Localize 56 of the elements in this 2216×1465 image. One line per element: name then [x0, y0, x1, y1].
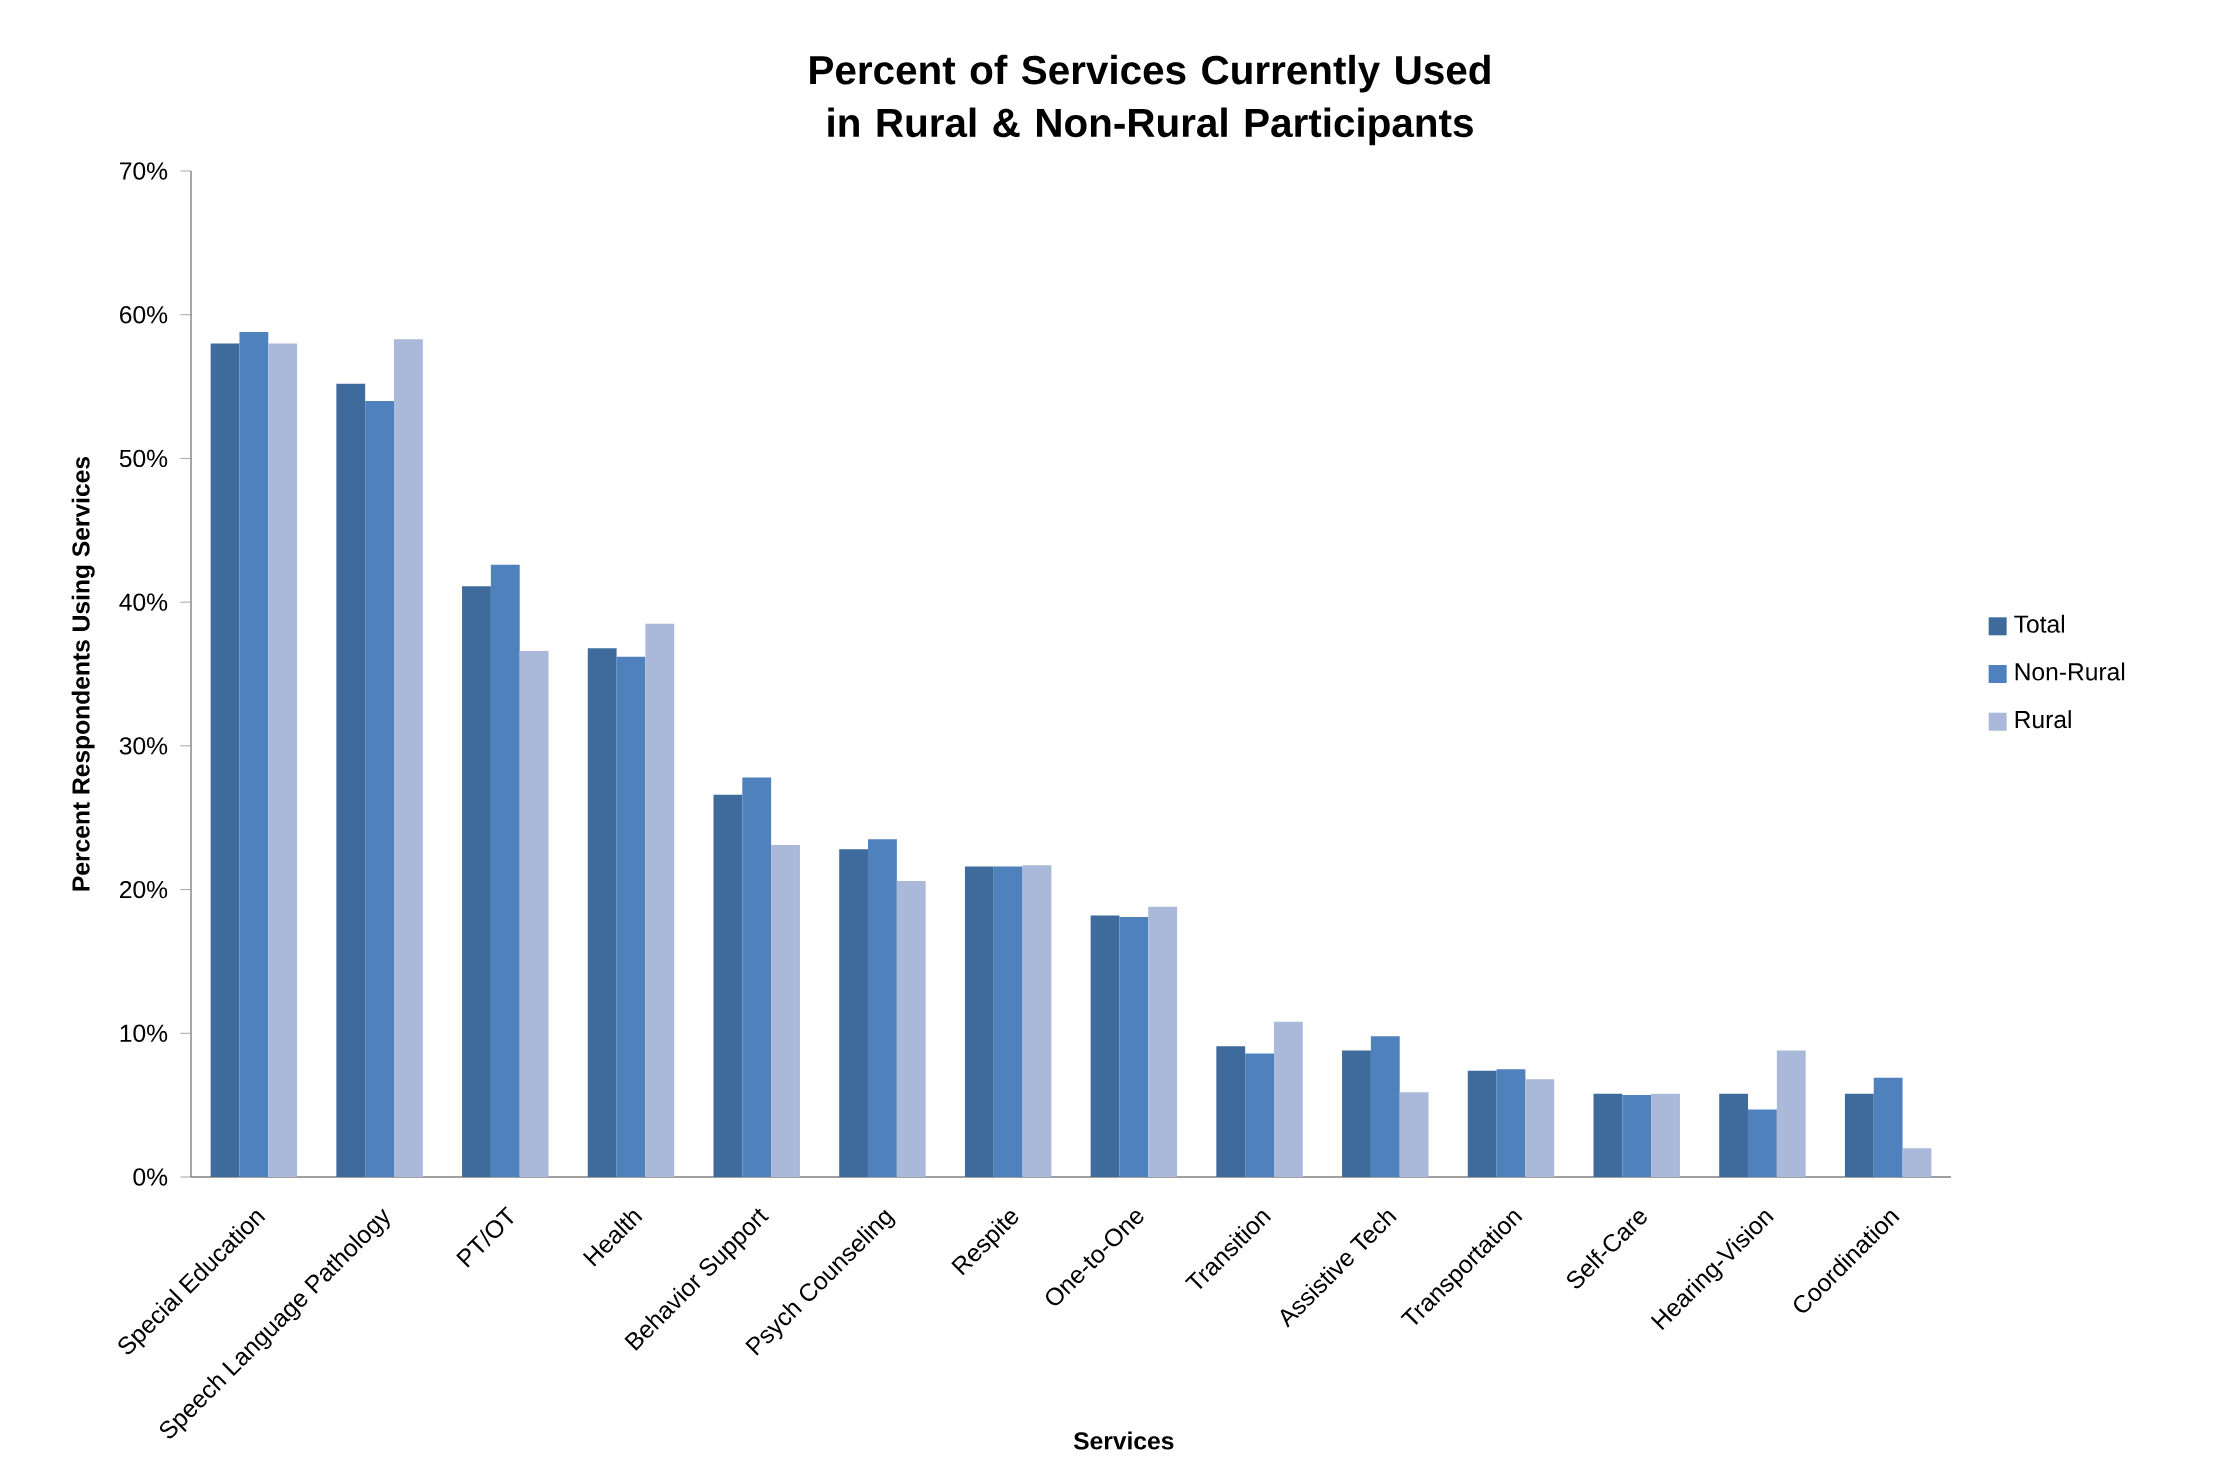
bar	[1245, 1053, 1274, 1177]
x-axis-title: Services	[1073, 1431, 1174, 1450]
bar	[839, 849, 869, 1177]
bar	[868, 839, 897, 1177]
bar	[1370, 1036, 1400, 1177]
bar	[1090, 915, 1120, 1177]
bar	[993, 866, 1023, 1177]
bar	[1776, 1050, 1806, 1177]
bar	[268, 343, 298, 1177]
bar	[1622, 1095, 1652, 1177]
y-tick-label: 30%	[119, 737, 168, 755]
bar	[1902, 1148, 1932, 1177]
y-tick-label: 0%	[133, 1168, 168, 1186]
bar	[1119, 916, 1149, 1177]
bar	[1844, 1093, 1874, 1177]
bar	[365, 400, 394, 1177]
y-tick-label: 50%	[119, 449, 168, 468]
bar	[210, 343, 240, 1177]
bar	[490, 564, 520, 1177]
legend-label: Rural	[2015, 710, 2071, 729]
y-tick-label: 20%	[120, 880, 168, 899]
bar	[771, 845, 800, 1177]
bar	[239, 331, 269, 1177]
bar	[1273, 1021, 1303, 1177]
bar	[1342, 1050, 1371, 1177]
bar	[1148, 906, 1178, 1177]
bar	[336, 383, 366, 1177]
bar	[1873, 1077, 1903, 1177]
y-tick-label: 70%	[120, 162, 168, 180]
bar	[896, 880, 926, 1177]
bar	[713, 794, 743, 1177]
bar	[742, 777, 772, 1177]
bar	[1399, 1092, 1429, 1177]
bar	[1022, 865, 1052, 1177]
y-tick-label: 40%	[119, 593, 168, 611]
bar	[616, 656, 646, 1177]
bar	[393, 339, 423, 1177]
bar	[645, 623, 675, 1177]
bar	[1525, 1079, 1555, 1177]
bar	[519, 651, 549, 1177]
bar	[1467, 1070, 1497, 1177]
y-axis-title: Percent Respondents Using Services	[71, 456, 95, 891]
bar	[1748, 1109, 1777, 1177]
legend-label: Non-Rural	[2015, 662, 2125, 681]
y-tick-label: 10%	[120, 1024, 168, 1042]
legend-label: Total	[2014, 614, 2065, 633]
y-tick-label: 60%	[120, 306, 168, 324]
bar	[1651, 1093, 1680, 1177]
bar	[462, 586, 491, 1177]
chart-title: Percent of Services Currently Used in Rural & Non-Rural Participants	[810, 54, 1490, 146]
bar	[964, 866, 994, 1177]
bar	[1719, 1093, 1749, 1177]
bar	[1216, 1046, 1246, 1177]
bar	[587, 648, 617, 1177]
bar	[1593, 1093, 1623, 1177]
bar	[1496, 1069, 1526, 1177]
